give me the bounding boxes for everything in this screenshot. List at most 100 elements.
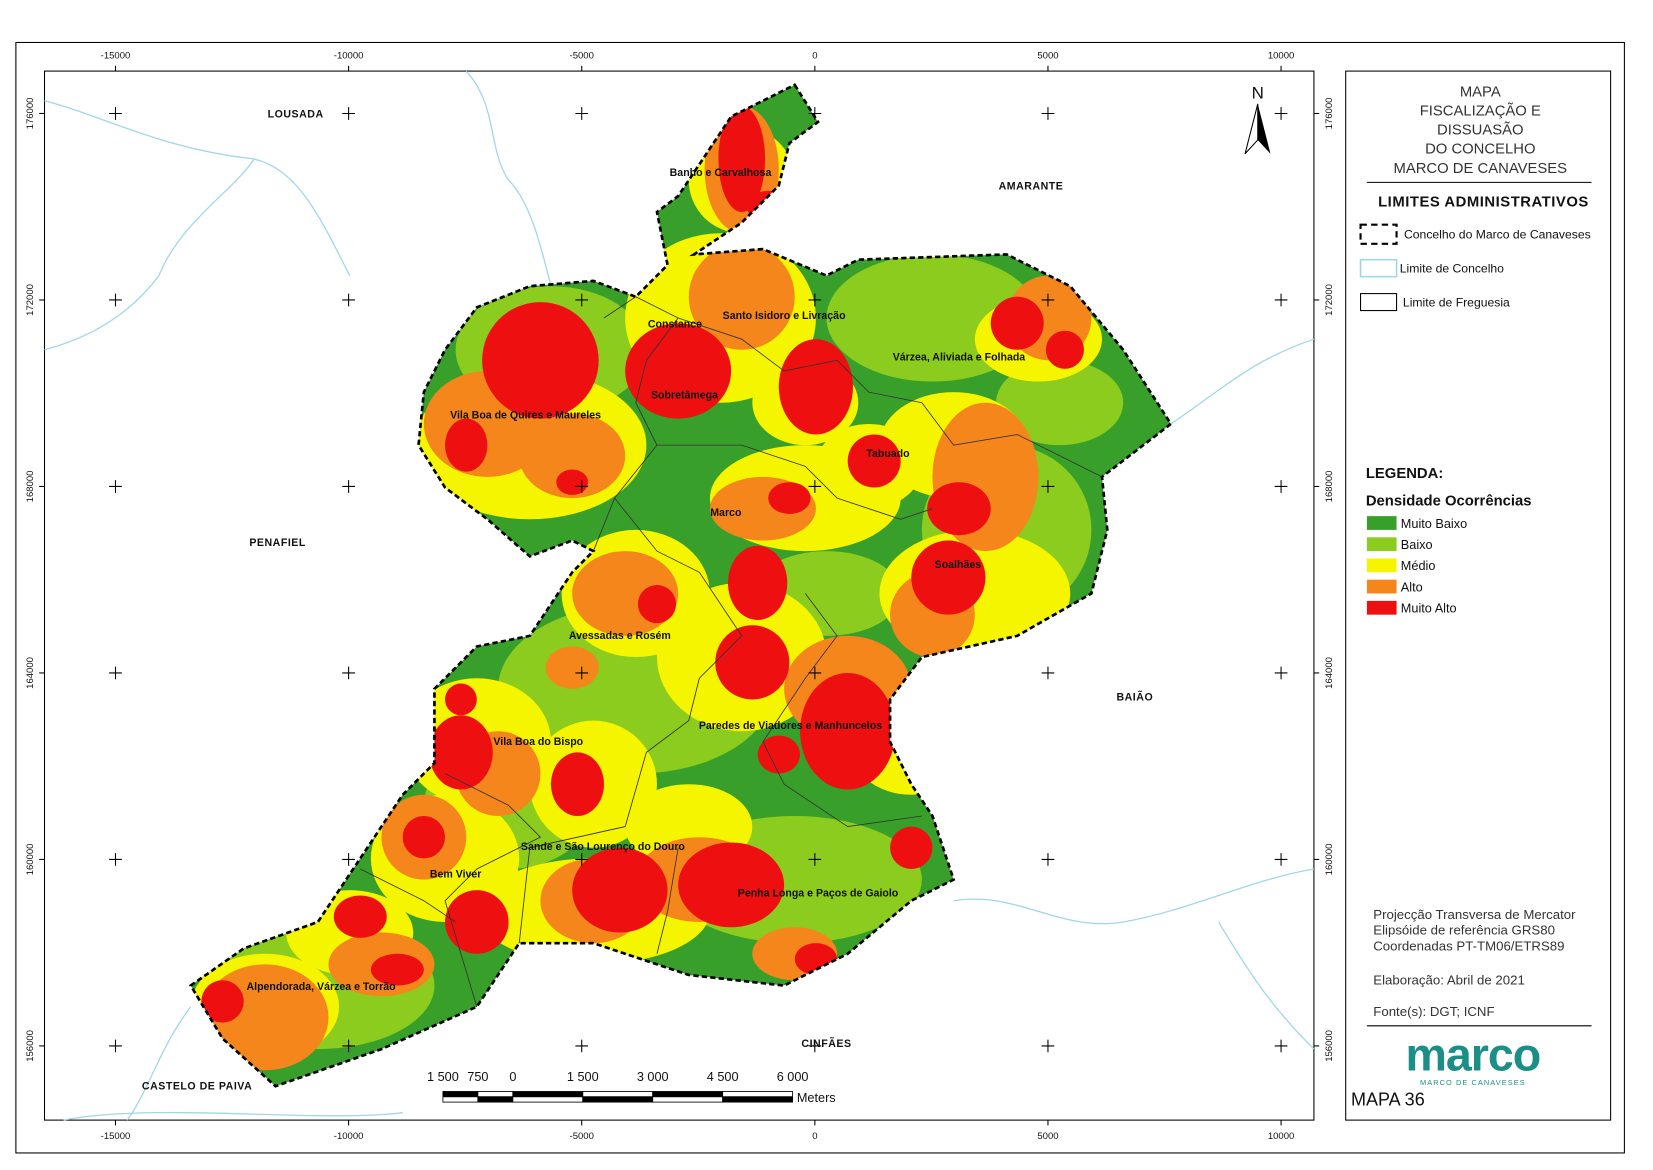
scale-label: 6 000 — [777, 1069, 809, 1084]
parish-label: Vila Boa de Quires e Maureles — [450, 410, 601, 422]
scale-label: 1 500 — [567, 1069, 599, 1084]
panel-title: DISSUASÃO — [1437, 122, 1524, 139]
legend-label: Muito Alto — [1401, 601, 1457, 616]
projection-line: Elipsóide de referência GRS80 — [1373, 923, 1555, 938]
grid-cross — [808, 107, 822, 120]
parish-label: Soalhães — [935, 559, 982, 571]
density-patch — [847, 434, 901, 488]
grid-cross — [342, 1039, 355, 1053]
grid-cross — [575, 666, 589, 680]
grid-cross — [109, 853, 122, 866]
grid-cross — [1274, 1039, 1288, 1053]
y-coordinate-label: 156000 — [1324, 1030, 1335, 1062]
parish-label: Bem Viver — [430, 868, 482, 880]
parish-line — [656, 847, 679, 954]
grid-cross — [109, 1039, 122, 1053]
river — [126, 1006, 192, 1121]
neighbor-municipality: LOUSADA — [268, 109, 324, 121]
x-coordinate-label: 0 — [812, 1131, 817, 1142]
parish-line — [762, 593, 922, 828]
x-coordinate-label: 10000 — [1268, 50, 1294, 61]
grid-cross — [1041, 666, 1055, 680]
parish-line — [360, 868, 456, 923]
river — [63, 1111, 403, 1121]
date: Elaboração: Abril de 2021 — [1373, 972, 1525, 987]
parish-line — [678, 317, 1103, 478]
parish-label: Avessadas e Rosém — [569, 630, 671, 642]
legend-label: Baixo — [1401, 537, 1433, 552]
scale-label: 4 500 — [707, 1069, 739, 1084]
panel-title: FISCALIZAÇÃO E — [1420, 103, 1541, 120]
parish-label: Vila Boa do Bispo — [493, 736, 583, 748]
limits-item: Limite de Freguesia — [1403, 295, 1510, 309]
density-patch — [757, 735, 801, 774]
legend-swatch — [1366, 558, 1397, 573]
parish-label: Constance — [648, 319, 702, 331]
panel-title: MAPA — [1460, 85, 1501, 101]
scale-label: 0 — [509, 1069, 516, 1084]
legend-title: LEGENDA: — [1366, 466, 1443, 482]
grid-cross — [342, 853, 355, 866]
symbol-freguesia — [1360, 293, 1398, 312]
grid-cross — [575, 480, 589, 493]
parish-label: Sobretâmega — [651, 390, 718, 402]
projection-line: Projecção Transversa de Mercator — [1373, 907, 1576, 922]
grid-cross — [1041, 480, 1055, 493]
map-number: MAPA 36 — [1351, 1089, 1425, 1109]
parish-boundaries — [360, 296, 1103, 1007]
scale-segment — [652, 1091, 724, 1098]
grid-cross — [109, 666, 122, 680]
parish-label: Várzea, Aliviada e Folhada — [893, 351, 1026, 363]
x-coordinate-label: 10000 — [1268, 1131, 1294, 1142]
legend-label: Médio — [1401, 558, 1436, 573]
parish-line — [592, 296, 679, 552]
panel-title: DO CONCELHO — [1425, 142, 1535, 158]
grid-cross — [575, 107, 589, 120]
parish-label: Paredes de Viadores e Manhuncelos — [699, 720, 882, 732]
grid-cross — [1274, 666, 1288, 680]
x-coordinate-label: 5000 — [1037, 50, 1058, 61]
density-patch — [402, 815, 446, 859]
density-patch — [637, 585, 677, 624]
scale-label: 1 500 — [427, 1069, 459, 1084]
grid-cross — [1274, 480, 1288, 493]
scale-label: 750 — [467, 1069, 488, 1084]
density-patch — [445, 890, 509, 954]
grid-cross — [342, 293, 355, 307]
density-patch — [990, 296, 1044, 350]
grid-cross — [575, 293, 589, 307]
density-patch — [370, 953, 424, 986]
scale-segment — [477, 1096, 514, 1103]
y-coordinate-label: 168000 — [1324, 471, 1335, 503]
y-coordinate-label: 160000 — [1324, 844, 1335, 876]
density-patch — [519, 413, 626, 499]
scale-bar: 1 500 750 0 1 500 3 000 4 500 6 000 Meters — [427, 1069, 836, 1105]
x-coordinate-label: -5000 — [570, 1131, 594, 1142]
scale-segment — [582, 1091, 654, 1098]
density-patch — [688, 243, 795, 350]
legend: Muito Baixo Baixo Médio Alto Muito Alto — [1366, 516, 1467, 616]
grid-cross — [1274, 107, 1288, 120]
scale-segment — [442, 1091, 479, 1098]
parish-label: Alpendorada, Várzea e Torrão — [247, 981, 397, 993]
neighbor-municipality: CINFÃES — [801, 1037, 851, 1050]
river — [953, 868, 1315, 925]
density-patch — [727, 545, 788, 620]
legend-swatch — [1366, 579, 1397, 594]
y-coordinate-label: 156000 — [25, 1030, 36, 1062]
grid-cross — [342, 480, 355, 493]
legend-swatch — [1366, 600, 1397, 615]
grid-cross — [1041, 853, 1055, 866]
density-patch — [1045, 330, 1084, 369]
scale-segment — [477, 1091, 514, 1098]
x-coordinate-label: 0 — [812, 50, 817, 61]
y-coordinate-label: 168000 — [25, 471, 36, 503]
rivers — [44, 70, 1315, 1121]
density-patch — [800, 672, 896, 790]
x-coordinate-label: -10000 — [334, 50, 364, 61]
grid-cross — [808, 480, 822, 493]
panel-title: MARCO DE CANAVESES — [1393, 161, 1567, 177]
projection-line: Coordenadas PT-TM06/ETRS89 — [1373, 939, 1564, 954]
grid-cross — [1274, 853, 1288, 866]
